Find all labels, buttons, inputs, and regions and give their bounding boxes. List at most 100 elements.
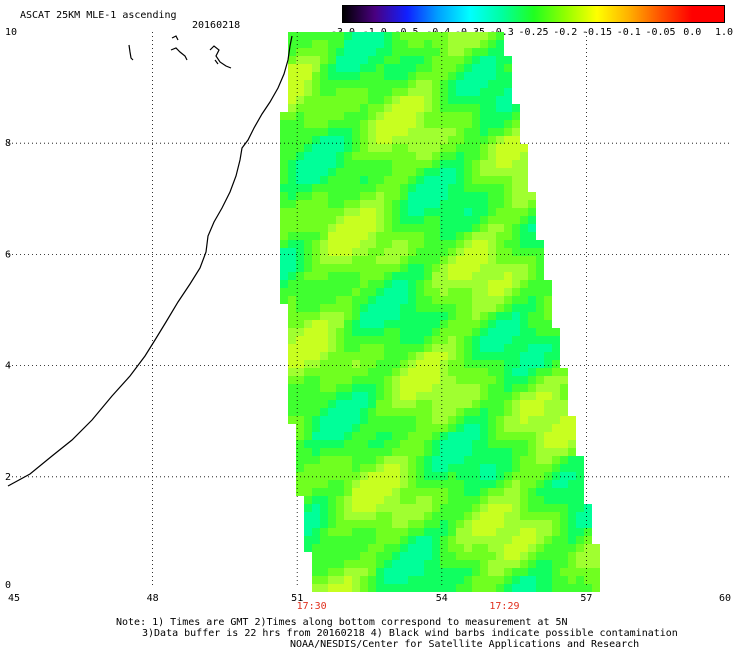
swath-cell (344, 128, 352, 136)
swath-cell (488, 376, 496, 384)
swath-cell (384, 80, 392, 88)
swath-cell (496, 288, 504, 296)
swath-cell (304, 192, 312, 200)
swath-cell (384, 368, 392, 376)
swath-cell (528, 584, 536, 592)
swath-cell (328, 64, 336, 72)
swath-cell (424, 504, 432, 512)
swath-cell (448, 488, 456, 496)
swath-cell (320, 112, 328, 120)
swath-cell (488, 328, 496, 336)
swath-cell (424, 568, 432, 576)
swath-cell (312, 416, 320, 424)
swath-cell (456, 96, 464, 104)
swath-cell (336, 216, 344, 224)
swath-cell (400, 272, 408, 280)
swath-cell (320, 184, 328, 192)
swath-cell (392, 192, 400, 200)
swath-cell (384, 200, 392, 208)
swath-cell (448, 552, 456, 560)
swath-cell (392, 536, 400, 544)
swath-cell (520, 192, 528, 200)
swath-cell (512, 200, 520, 208)
swath-cell (368, 40, 376, 48)
swath-cell (440, 488, 448, 496)
swath-cell (368, 120, 376, 128)
swath-cell (344, 480, 352, 488)
lat-tick-label: 10 (5, 27, 17, 38)
swath-cell (504, 544, 512, 552)
swath-cell (504, 456, 512, 464)
swath-cell (544, 304, 552, 312)
swath-cell (352, 288, 360, 296)
swath-cell (344, 152, 352, 160)
swath-cell (456, 496, 464, 504)
swath-cell (360, 552, 368, 560)
swath-cell (544, 520, 552, 528)
swath-cell (528, 512, 536, 520)
swath-cell (400, 264, 408, 272)
swath-cell (328, 192, 336, 200)
swath-cell (496, 376, 504, 384)
note-line-2: 3)Data buffer is 22 hrs from 20160218 4)… (142, 628, 678, 639)
swath-cell (512, 504, 520, 512)
swath-cell (400, 144, 408, 152)
swath-cell (408, 336, 416, 344)
swath-cell (424, 256, 432, 264)
swath-cell (448, 432, 456, 440)
swath-cell (432, 200, 440, 208)
swath-cell (496, 152, 504, 160)
swath-cell (432, 176, 440, 184)
swath-cell (512, 432, 520, 440)
swath-cell (336, 248, 344, 256)
swath-cell (560, 544, 568, 552)
swath-cell (360, 184, 368, 192)
swath-cell (384, 544, 392, 552)
swath-cell (352, 256, 360, 264)
swath-cell (512, 360, 520, 368)
swath-cell (464, 584, 472, 592)
swath-cell (456, 136, 464, 144)
swath-cell (408, 120, 416, 128)
lon-tick-label: 48 (147, 593, 159, 604)
swath-cell (504, 448, 512, 456)
swath-cell (440, 184, 448, 192)
swath-cell (464, 408, 472, 416)
swath-cell (288, 192, 296, 200)
swath-cell (480, 488, 488, 496)
swath-cell (456, 272, 464, 280)
swath-cell (288, 272, 296, 280)
swath-cell (320, 368, 328, 376)
swath-cell (376, 456, 384, 464)
swath-cell (424, 416, 432, 424)
swath-cell (368, 440, 376, 448)
swath-cell (544, 536, 552, 544)
swath-cell (432, 152, 440, 160)
swath-cell (544, 512, 552, 520)
swath-cell (520, 440, 528, 448)
swath-cell (408, 424, 416, 432)
swath-cell (416, 216, 424, 224)
swath-cell (496, 248, 504, 256)
swath-cell (472, 168, 480, 176)
swath-cell (344, 296, 352, 304)
swath-cell (560, 560, 568, 568)
swath-cell (504, 576, 512, 584)
swath-cell (392, 280, 400, 288)
swath-cell (496, 448, 504, 456)
swath-cell (344, 544, 352, 552)
swath-cell (448, 392, 456, 400)
swath-cell (456, 224, 464, 232)
swath-cell (312, 488, 320, 496)
swath-cell (448, 160, 456, 168)
lat-tick-label: 4 (5, 361, 11, 372)
swath-cell (400, 408, 408, 416)
swath-cell (480, 56, 488, 64)
swath-cell (456, 40, 464, 48)
swath-cell (472, 264, 480, 272)
swath-cell (472, 448, 480, 456)
swath-cell (400, 472, 408, 480)
swath-cell (336, 440, 344, 448)
swath-cell (416, 456, 424, 464)
swath-cell (400, 440, 408, 448)
